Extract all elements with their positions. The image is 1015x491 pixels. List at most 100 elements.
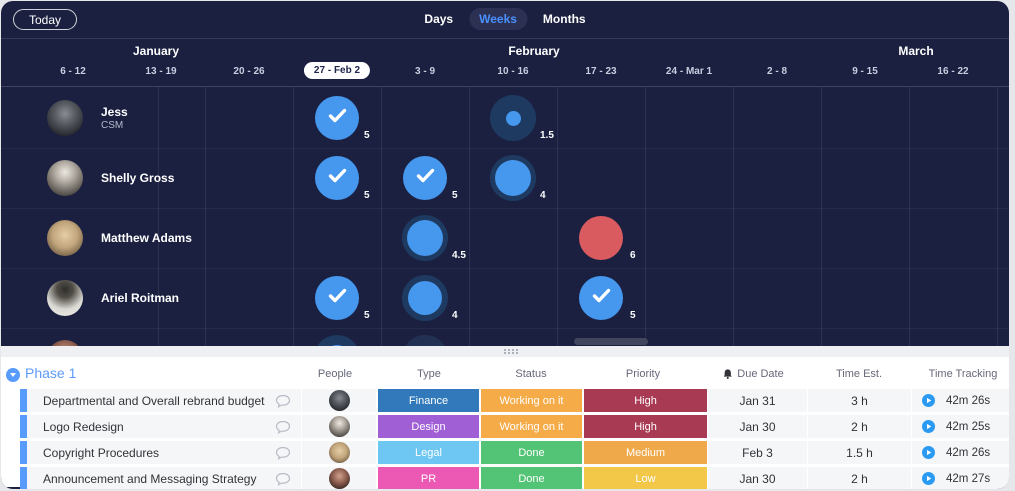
view-mode-months[interactable]: Months xyxy=(542,12,586,26)
priority-cell[interactable]: Low xyxy=(582,467,707,489)
today-button[interactable]: Today xyxy=(13,9,78,30)
person-name: Shelly Gross xyxy=(101,171,175,185)
section-divider[interactable] xyxy=(1,346,1009,357)
column-header-people[interactable]: People xyxy=(317,368,353,380)
workload-bubble-partial[interactable] xyxy=(402,335,448,346)
week-label: 13 - 19 xyxy=(145,66,177,77)
add-update-icon[interactable] xyxy=(275,446,291,460)
item-name-cell[interactable]: Departmental and Overall rebrand budget xyxy=(27,389,301,412)
check-icon xyxy=(592,288,611,308)
due-date-cell[interactable]: Jan 31 xyxy=(707,389,807,412)
bell-icon xyxy=(722,368,733,380)
table-row: Departmental and Overall rebrand budget … xyxy=(1,389,1009,412)
drag-handle-icon[interactable] xyxy=(504,349,506,351)
priority-cell[interactable]: Medium xyxy=(582,441,707,464)
priority-cell[interactable]: High xyxy=(582,415,707,438)
play-icon[interactable] xyxy=(922,446,935,459)
type-cell[interactable]: PR xyxy=(376,467,479,489)
time-est-cell[interactable]: 2 h xyxy=(807,467,911,489)
status-cell[interactable]: Working on it xyxy=(479,389,582,412)
time-tracking-cell[interactable]: 42m 26s xyxy=(911,389,1009,412)
workload-bubble[interactable] xyxy=(490,155,536,201)
time-est-cell[interactable]: 2 h xyxy=(807,415,911,438)
play-icon[interactable] xyxy=(922,472,935,485)
avatar xyxy=(47,280,83,316)
avatar xyxy=(328,468,350,489)
time-est-cell[interactable]: 1.5 h xyxy=(807,441,911,464)
avatar-partial xyxy=(47,340,83,346)
workload-bubble[interactable] xyxy=(402,215,448,261)
priority-cell[interactable]: High xyxy=(582,389,707,412)
avatar xyxy=(47,100,83,136)
calendar-header: January February March 6 - 12 13 - 19 20… xyxy=(1,39,1009,87)
collapse-group-button[interactable] xyxy=(6,368,20,382)
workload-bubble[interactable] xyxy=(402,275,448,321)
type-cell[interactable]: Legal xyxy=(376,441,479,464)
month-label-february: February xyxy=(508,44,560,58)
status-cell[interactable]: Working on it xyxy=(479,415,582,438)
status-cell[interactable]: Done xyxy=(479,467,582,489)
time-tracking-cell[interactable]: 42m 25s xyxy=(911,415,1009,438)
week-label: 9 - 15 xyxy=(852,66,878,77)
workload-value: 5 xyxy=(364,130,370,141)
view-mode-days[interactable]: Days xyxy=(424,12,454,26)
horizontal-scrollbar[interactable] xyxy=(574,338,648,345)
due-date-cell[interactable]: Jan 30 xyxy=(707,467,807,489)
people-cell[interactable] xyxy=(301,415,376,438)
due-date-cell[interactable]: Feb 3 xyxy=(707,441,807,464)
workload-value: 6 xyxy=(630,250,636,261)
people-cell[interactable] xyxy=(301,441,376,464)
week-label: 16 - 22 xyxy=(937,66,969,77)
view-mode-toggle: Days Weeks Months xyxy=(414,8,595,30)
chevron-down-icon xyxy=(10,373,16,377)
workload-bubble[interactable] xyxy=(579,276,623,320)
item-name-cell[interactable]: Logo Redesign xyxy=(27,415,301,438)
people-cell[interactable] xyxy=(301,389,376,412)
item-name-cell[interactable]: Announcement and Messaging Strategy xyxy=(27,467,301,489)
workload-bubble[interactable] xyxy=(315,96,359,140)
column-header-type[interactable]: Type xyxy=(417,368,441,380)
time-tracking-cell[interactable]: 42m 27s xyxy=(911,467,1009,489)
add-update-icon[interactable] xyxy=(275,472,291,486)
add-update-icon[interactable] xyxy=(275,420,291,434)
check-icon xyxy=(328,168,347,188)
status-cell[interactable]: Done xyxy=(479,441,582,464)
week-label: 10 - 16 xyxy=(497,66,529,77)
workload-bubble[interactable] xyxy=(315,156,359,200)
column-header-status[interactable]: Status xyxy=(515,368,547,380)
person-name: Ariel Roitman xyxy=(101,291,180,305)
workload-bubble-partial[interactable] xyxy=(314,335,360,346)
view-mode-weeks[interactable]: Weeks xyxy=(469,8,527,30)
workload-bubble-overloaded[interactable] xyxy=(579,216,623,260)
workload-bubble[interactable] xyxy=(315,276,359,320)
item-name-cell[interactable]: Copyright Procedures xyxy=(27,441,301,464)
workload-bubble[interactable] xyxy=(403,156,447,200)
group-color-bar xyxy=(20,441,27,464)
column-header-priority[interactable]: Priority xyxy=(625,368,661,380)
check-icon xyxy=(416,168,435,188)
due-date-cell[interactable]: Jan 30 xyxy=(707,415,807,438)
check-icon xyxy=(328,108,347,128)
play-icon[interactable] xyxy=(922,394,935,407)
people-cell[interactable] xyxy=(301,467,376,489)
workload-value: 5 xyxy=(364,190,370,201)
table-row: Logo Redesign Design Working on it High … xyxy=(1,415,1009,438)
column-header-time-tracking[interactable]: Time Tracking xyxy=(928,368,998,380)
workload-value: 1.5 xyxy=(540,130,554,141)
week-label: 17 - 23 xyxy=(585,66,617,77)
type-cell[interactable]: Finance xyxy=(376,389,479,412)
table-row: Announcement and Messaging Strategy PR D… xyxy=(1,467,1009,489)
type-cell[interactable]: Design xyxy=(376,415,479,438)
group-title[interactable]: Phase 1 xyxy=(25,365,77,381)
time-est-cell[interactable]: 3 h xyxy=(807,389,911,412)
week-label-current: 27 - Feb 2 xyxy=(303,62,371,79)
play-icon[interactable] xyxy=(922,420,935,433)
column-header-time-est[interactable]: Time Est. xyxy=(835,368,883,380)
column-header-due-date[interactable]: Due Date xyxy=(722,368,784,380)
week-label: 6 - 12 xyxy=(60,66,86,77)
time-tracking-cell[interactable]: 42m 26s xyxy=(911,441,1009,464)
week-label: 3 - 9 xyxy=(414,66,436,77)
workload-bubble[interactable] xyxy=(490,95,536,141)
add-update-icon[interactable] xyxy=(275,394,291,408)
